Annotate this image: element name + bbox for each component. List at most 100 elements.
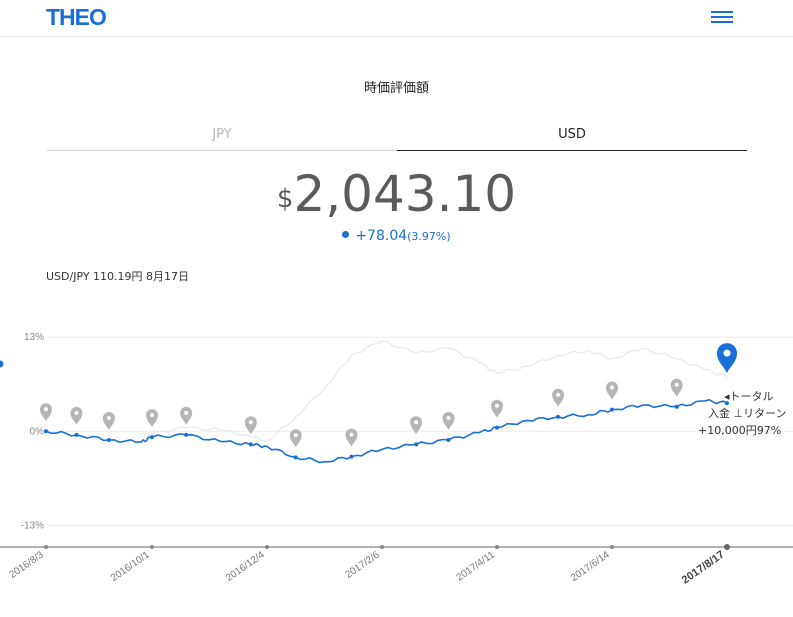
location-pin-icon (70, 406, 83, 425)
pin-shape (345, 428, 358, 447)
tab-jpy[interactable]: JPY (47, 127, 397, 151)
location-pin-icon (410, 416, 423, 435)
y-tick-label: -13% (21, 520, 44, 531)
location-pin-icon (442, 412, 455, 430)
pin-shape (670, 378, 683, 397)
current-point (0, 360, 4, 368)
x-tick-dot (265, 545, 270, 549)
x-tick-label: 2017/4/11 (455, 549, 498, 583)
pin-dot (349, 432, 354, 437)
data-point (446, 437, 451, 442)
data-point (184, 432, 189, 437)
data-point (414, 442, 419, 447)
location-pin-icon (102, 412, 115, 430)
pin-dot (150, 413, 154, 418)
pin-shape (442, 412, 455, 430)
location-pin-icon (491, 399, 503, 418)
change-value: +78.04 (355, 228, 408, 244)
pin-dot (106, 416, 111, 420)
pin-shape (717, 343, 737, 374)
x-tick-dot (724, 544, 730, 550)
chart-gridlines (48, 336, 793, 526)
x-tick-label: 2017/2/6 (344, 549, 383, 581)
valuation-amount: $2,043.10 (0, 165, 793, 223)
x-tick-dot (150, 545, 155, 549)
data-point (150, 435, 155, 440)
valuation-change: +78.04(3.97%) (0, 228, 793, 244)
location-pin-icon (180, 406, 193, 425)
pin-shape (180, 406, 193, 425)
location-pin-icon (717, 343, 737, 374)
pin-dot (556, 392, 561, 397)
pin-shape (410, 416, 423, 435)
legend-values: +10,000円97% (698, 424, 782, 437)
app-header: THEO (0, 0, 793, 37)
x-axis: 2016/8/3 2016/10/1 2016/12/4 2017/2/6 2017/4… (0, 544, 793, 587)
data-point (725, 401, 729, 406)
chart-legend: ◂トータル 入金 ⊥リターン +10,000円97% (698, 388, 793, 439)
pin-shape (102, 412, 115, 430)
location-pin-icon (40, 403, 52, 422)
change-percent: (3.97%) (407, 230, 451, 243)
currency-symbol: $ (276, 184, 294, 214)
pin-dot (184, 410, 189, 415)
location-pin-icon (146, 409, 158, 428)
location-pin-icon (345, 428, 358, 447)
x-tick-dot (44, 545, 48, 549)
location-pin-icon (289, 429, 302, 448)
pin-dot (674, 382, 679, 387)
pin-shape (146, 409, 158, 428)
pin-dot (446, 416, 451, 420)
pin-dot (293, 433, 298, 438)
change-dot-icon (342, 231, 350, 238)
legend-total-label: ◂トータル (724, 390, 774, 403)
location-pin-icon (552, 388, 565, 407)
x-tick-label: 2017/6/14 (569, 549, 612, 584)
x-tick-dot (610, 545, 615, 549)
theo-logo[interactable]: THEO (46, 4, 107, 30)
x-tick-label: 2016/8/3 (8, 549, 47, 581)
pin-dot (414, 420, 419, 425)
fx-rate: USD/JPY 110.19円 8月17日 (46, 270, 190, 283)
data-point (74, 432, 79, 437)
currency-tabs: JPY USD (47, 127, 747, 151)
pin-dot (495, 403, 499, 408)
data-point (106, 437, 111, 442)
x-tick-dot (495, 545, 500, 549)
y-axis-ticks: 13% 0% -13% (21, 332, 44, 531)
x-tick-dot (380, 545, 385, 549)
pin-shape (289, 429, 302, 448)
data-point (610, 407, 615, 412)
data-point (674, 404, 679, 409)
location-pin-icon (606, 381, 618, 400)
series-line (45, 340, 728, 443)
pin-dot (248, 420, 253, 425)
performance-chart: 13% 0% -13% 2016/8/3 2016/10/1 2016/12/4 2017… (0, 332, 793, 587)
pin-shape (40, 403, 52, 422)
pin-dot (610, 385, 614, 390)
location-pin-icon (244, 416, 257, 435)
pin-shape (552, 388, 565, 407)
pin-shape (70, 406, 83, 425)
pin-dot (723, 349, 731, 357)
data-point (349, 454, 354, 459)
event-markers (0, 343, 737, 460)
amount-value: 2,043.10 (293, 165, 517, 223)
hamburger-menu-icon[interactable] (711, 10, 733, 24)
legend-deposit-return-label: 入金 ⊥リターン (708, 407, 787, 420)
x-tick-label: 2017/8/17 (680, 549, 727, 587)
data-point (248, 442, 253, 447)
tab-usd[interactable]: USD (397, 127, 747, 151)
data-point (495, 425, 500, 430)
data-point (293, 455, 298, 460)
pin-shape (606, 381, 618, 400)
x-tick-label: 2016/10/1 (109, 549, 152, 584)
page-title: 時価評価額 (363, 81, 429, 96)
data-point (44, 429, 48, 434)
data-point (556, 414, 561, 419)
pin-dot (74, 410, 79, 415)
pin-shape (244, 416, 257, 435)
y-tick-label: 13% (24, 332, 44, 343)
chart-series (45, 340, 728, 464)
pin-dot (44, 407, 48, 412)
